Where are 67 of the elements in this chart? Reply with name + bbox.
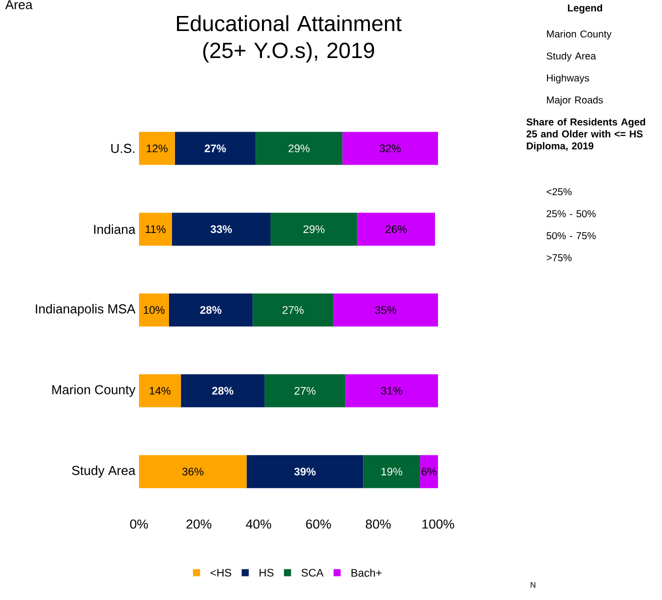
bar xyxy=(264,374,346,408)
x-tick-label: 40% xyxy=(246,520,272,529)
data-label: 27% xyxy=(282,306,304,314)
data-label: 33% xyxy=(210,225,232,234)
bar xyxy=(139,374,181,408)
data-label: 6% xyxy=(422,468,437,476)
data-label: 14% xyxy=(150,386,170,395)
bar xyxy=(180,374,265,408)
text: 25% - 50% xyxy=(546,210,596,218)
text: >75% xyxy=(546,254,572,262)
data-label: 27% xyxy=(294,386,316,395)
data-label: 10% xyxy=(144,306,165,314)
data-label: 11% xyxy=(146,225,166,234)
x-tick-label: 20% xyxy=(186,520,212,529)
y-tick-label: Indiana xyxy=(94,224,136,234)
bar xyxy=(139,293,169,326)
bar xyxy=(357,212,436,246)
text: Legend xyxy=(568,4,602,14)
x-tick-label: 60% xyxy=(306,520,331,529)
bar xyxy=(333,293,438,326)
data-label: 32% xyxy=(380,144,401,152)
chart-title: Educational Attainment (25+ Y.O.s), 2019 xyxy=(176,15,402,62)
bar xyxy=(246,455,364,488)
bar xyxy=(270,212,358,246)
data-label: 28% xyxy=(212,386,234,395)
bar xyxy=(139,132,175,165)
legend-label: HS xyxy=(260,568,274,577)
bar xyxy=(342,132,438,165)
bar xyxy=(252,293,334,326)
bar xyxy=(139,455,247,488)
legend-label: SCA xyxy=(302,568,324,577)
bar xyxy=(420,455,438,488)
bar xyxy=(139,212,172,246)
data-label: 19% xyxy=(382,468,402,476)
data-label: 31% xyxy=(381,386,402,395)
text: Marion County xyxy=(547,30,612,40)
data-label: 29% xyxy=(288,144,310,152)
bar xyxy=(174,132,256,165)
x-tick-label: 80% xyxy=(366,520,391,529)
bar xyxy=(172,212,271,246)
text: Area xyxy=(5,0,33,10)
y-tick-label: Study Area xyxy=(72,466,136,478)
y-tick-label: Marion County xyxy=(52,384,136,397)
text: <25% xyxy=(546,188,572,196)
legend-label: <HS xyxy=(210,568,232,577)
data-label: 29% xyxy=(304,225,324,234)
text: Major Roads xyxy=(547,96,603,106)
x-tick-label: 100% xyxy=(422,520,454,529)
data-label: 12% xyxy=(146,144,168,152)
y-tick-label: Indianapolis MSA xyxy=(36,304,136,316)
data-label: 39% xyxy=(294,468,316,476)
text: Share of Residents Aged 25 and Older with <= HS Diploma, 2019 xyxy=(526,118,646,152)
bar xyxy=(363,455,420,488)
bar xyxy=(345,374,438,408)
bar xyxy=(168,293,253,326)
text: Study Area xyxy=(546,52,596,62)
data-label: 28% xyxy=(200,306,222,314)
y-tick-label: U.S. xyxy=(111,144,134,153)
text: Highways xyxy=(547,74,590,84)
data-label: 36% xyxy=(182,468,204,476)
x-tick-label: 0% xyxy=(130,520,148,529)
data-label: 26% xyxy=(386,225,407,234)
data-label: 27% xyxy=(204,144,226,152)
data-label: 35% xyxy=(375,306,396,314)
legend-label: Bach+ xyxy=(352,568,382,577)
bar xyxy=(256,132,342,165)
text: 50% - 75% xyxy=(546,232,596,240)
